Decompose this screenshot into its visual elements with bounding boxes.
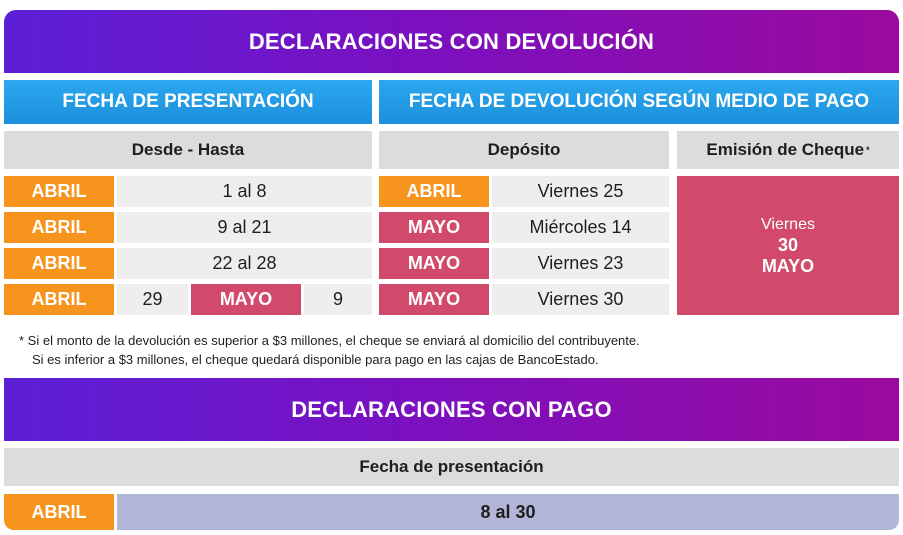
cheque-header: Emisión de Cheque *	[677, 131, 899, 169]
row2-dep-day: Miércoles 14	[492, 212, 669, 243]
row1-range: 1 al 8	[117, 176, 372, 207]
devolucion-title-banner: DECLARACIONES CON DEVOLUCIÓN	[4, 10, 899, 73]
pago-fecha-label: Fecha de presentación	[359, 457, 544, 476]
row2-dep-month: MAYO	[379, 212, 489, 243]
pago-fecha-header: Fecha de presentación	[4, 448, 899, 486]
desde-hasta-label: Desde - Hasta	[131, 140, 245, 159]
footnote-line-1: * Si el monto de la devolución es superi…	[19, 333, 640, 348]
deposito-label: Depósito	[487, 140, 561, 159]
row4-month: ABRIL	[4, 284, 114, 315]
row3-month: ABRIL	[4, 248, 114, 279]
cheque-month: MAYO	[761, 256, 815, 276]
fecha-devolucion-label: FECHA DE DEVOLUCIÓN SEGÚN MEDIO DE PAGO	[408, 91, 870, 112]
row4-from-day: 29	[117, 284, 188, 315]
row1-month: ABRIL	[4, 176, 114, 207]
row3-dep-day: Viernes 23	[492, 248, 669, 279]
fecha-presentacion-header: FECHA DE PRESENTACIÓN	[4, 80, 372, 124]
cheque-label: Emisión de Cheque	[706, 140, 865, 159]
row4-dep-month: MAYO	[379, 284, 489, 315]
pago-title-banner: DECLARACIONES CON PAGO	[4, 378, 899, 441]
row2-month: ABRIL	[4, 212, 114, 243]
row4-dep-day: Viernes 30	[492, 284, 669, 315]
row2-range: 9 al 21	[117, 212, 372, 243]
deposito-header: Depósito	[379, 131, 669, 169]
cheque-weekday: Viernes	[761, 216, 815, 233]
pago-title: DECLARACIONES CON PAGO	[291, 396, 612, 422]
row3-range: 22 al 28	[117, 248, 372, 279]
row1-dep-day: Viernes 25	[492, 176, 669, 207]
footnote-line-2: Si es inferior a $3 millones, el cheque …	[32, 352, 599, 367]
cheque-date-box: Viernes 30 MAYO	[677, 176, 899, 315]
cheque-footnote-mark: *	[866, 145, 870, 155]
fecha-devolucion-header: FECHA DE DEVOLUCIÓN SEGÚN MEDIO DE PAGO	[379, 80, 899, 124]
devolucion-title: DECLARACIONES CON DEVOLUCIÓN	[248, 28, 655, 54]
row4-to-month: MAYO	[191, 284, 301, 315]
row4-to-day: 9	[304, 284, 372, 315]
pago-month: ABRIL	[4, 494, 114, 530]
fecha-presentacion-label: FECHA DE PRESENTACIÓN	[62, 91, 314, 112]
desde-hasta-header: Desde - Hasta	[4, 131, 372, 169]
cheque-day: 30	[777, 235, 799, 255]
pago-range: 8 al 30	[117, 494, 899, 530]
row3-dep-month: MAYO	[379, 248, 489, 279]
row1-dep-month: ABRIL	[379, 176, 489, 207]
